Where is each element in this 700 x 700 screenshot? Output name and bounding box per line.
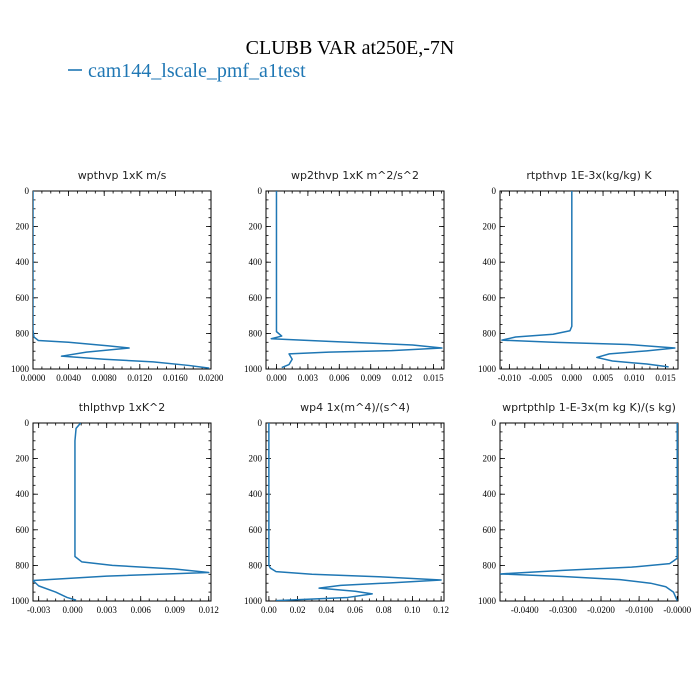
plot-frame bbox=[265, 422, 445, 602]
panel-title: wp4 1x(m^4)/(s^4) bbox=[300, 401, 410, 414]
x-tick-label: 0.000 bbox=[562, 373, 583, 383]
y-tick-label: 400 bbox=[249, 489, 263, 499]
figure-title: CLUBB VAR at250E,-7N bbox=[246, 37, 455, 59]
y-tick-label: 1000 bbox=[11, 596, 30, 606]
y-tick-label: 800 bbox=[16, 560, 30, 570]
x-tick-label: -0.005 bbox=[529, 373, 553, 383]
y-tick-label: 0 bbox=[25, 418, 30, 428]
y-tick-label: 800 bbox=[249, 328, 263, 338]
y-tick-label: 0 bbox=[492, 418, 497, 428]
x-tick-label: 0.0000 bbox=[21, 373, 46, 383]
y-tick-label: 400 bbox=[249, 257, 263, 267]
y-tick-label: 600 bbox=[16, 293, 30, 303]
series-line bbox=[500, 423, 678, 601]
y-tick-label: 0 bbox=[258, 186, 263, 196]
series-line bbox=[270, 191, 443, 369]
y-tick-label: 1000 bbox=[478, 364, 497, 374]
y-tick-label: 800 bbox=[483, 560, 497, 570]
y-tick-label: 600 bbox=[249, 293, 263, 303]
y-tick-label: 800 bbox=[249, 560, 263, 570]
y-tick-label: 200 bbox=[249, 222, 263, 232]
chart-panel-5: wp4 1x(m^4)/(s^4) 0.00 0.02 0.04 0.06 0.08 0.1… bbox=[244, 401, 449, 615]
x-tick-label: 0.00 bbox=[261, 605, 277, 615]
x-tick-label: 0.015 bbox=[423, 373, 444, 383]
y-tick-label: 200 bbox=[483, 454, 497, 464]
x-tick-label: -0.0300 bbox=[549, 605, 577, 615]
chart-panel-2: wp2thvp 1xK m^2/s^2 0.000 0.003 0.006 0.009 0… bbox=[244, 169, 445, 383]
panel-title: wpthvp 1xK m/s bbox=[78, 169, 167, 182]
x-tick-label: 0.0200 bbox=[199, 373, 224, 383]
x-tick-label: 0.06 bbox=[347, 605, 363, 615]
y-tick-label: 400 bbox=[483, 257, 497, 267]
x-tick-label: 0.009 bbox=[361, 373, 382, 383]
x-tick-label: 0.012 bbox=[199, 605, 219, 615]
legend: cam144_lscale_pmf_a1test bbox=[68, 60, 306, 82]
panel-title: wprtpthlp 1-E-3x(m kg K)/(s kg) bbox=[502, 401, 676, 414]
series-line bbox=[33, 191, 210, 369]
y-tick-label: 200 bbox=[16, 222, 30, 232]
x-tick-label: 0.006 bbox=[329, 373, 350, 383]
y-tick-label: 1000 bbox=[244, 364, 263, 374]
x-tick-label: 0.005 bbox=[593, 373, 614, 383]
panels: wpthvp 1xK m/s0.0000 0.0040 0.0080 0.0120 0.… bbox=[11, 169, 692, 615]
y-tick-label: 0 bbox=[25, 186, 30, 196]
plot-frame bbox=[32, 422, 212, 602]
x-tick-label: 0.012 bbox=[392, 373, 412, 383]
x-tick-label: -0.0000 bbox=[663, 605, 691, 615]
x-tick-label: 0.0040 bbox=[56, 373, 81, 383]
y-tick-label: 0 bbox=[492, 186, 497, 196]
x-tick-label: 0.0080 bbox=[92, 373, 117, 383]
y-tick-label: 800 bbox=[483, 328, 497, 338]
y-tick-label: 600 bbox=[483, 293, 497, 303]
plot-frame bbox=[499, 190, 679, 370]
x-tick-label: -0.0100 bbox=[625, 605, 653, 615]
panel-title: wp2thvp 1xK m^2/s^2 bbox=[291, 169, 419, 182]
x-tick-label: -0.0200 bbox=[587, 605, 615, 615]
y-tick-label: 600 bbox=[16, 525, 30, 535]
x-tick-label: 0.000 bbox=[266, 373, 287, 383]
y-tick-label: 400 bbox=[16, 257, 30, 267]
chart-panel-1: wpthvp 1xK m/s 0.0000 0.0040 0.0080 0.0120 0.… bbox=[11, 169, 224, 383]
y-tick-label: 200 bbox=[483, 222, 497, 232]
y-tick-label: 400 bbox=[483, 489, 497, 499]
x-tick-label: 0.010 bbox=[624, 373, 645, 383]
x-tick-label: 0.12 bbox=[433, 605, 449, 615]
x-tick-label: 0.04 bbox=[318, 605, 334, 615]
panel-title: thlpthvp 1xK^2 bbox=[79, 401, 166, 414]
y-tick-label: 1000 bbox=[478, 596, 497, 606]
series-line bbox=[33, 423, 210, 601]
x-tick-label: -0.010 bbox=[498, 373, 522, 383]
chart-panel-4: thlpthvp 1xK^2 -0.003 0.000 0.003 0.006 0.009… bbox=[11, 401, 219, 615]
x-tick-label: 0.10 bbox=[405, 605, 421, 615]
y-tick-label: 600 bbox=[249, 525, 263, 535]
legend-label: cam144_lscale_pmf_a1test bbox=[88, 60, 306, 82]
y-tick-label: 1000 bbox=[11, 364, 30, 374]
y-tick-label: 0 bbox=[258, 418, 263, 428]
y-tick-label: 200 bbox=[249, 454, 263, 464]
x-tick-label: 0.02 bbox=[290, 605, 306, 615]
x-tick-label: 0.006 bbox=[131, 605, 152, 615]
x-tick-label: 0.003 bbox=[298, 373, 319, 383]
y-tick-label: 600 bbox=[483, 525, 497, 535]
panel-title: rtpthvp 1E-3x(kg/kg) K bbox=[526, 169, 652, 182]
chart-panel-6: wprtpthlp 1-E-3x(m kg K)/(s kg) -0.0400 -0… bbox=[478, 401, 692, 615]
series-line bbox=[268, 423, 442, 601]
x-tick-label: 0.08 bbox=[376, 605, 392, 615]
series-line bbox=[501, 191, 676, 368]
x-tick-label: -0.0400 bbox=[511, 605, 539, 615]
x-tick-label: 0.0120 bbox=[127, 373, 152, 383]
x-tick-label: 0.000 bbox=[63, 605, 84, 615]
x-tick-label: 0.0160 bbox=[163, 373, 188, 383]
chart-panel-3: rtpthvp 1E-3x(kg/kg) K -0.010 -0.005 0.000 0… bbox=[478, 169, 679, 383]
x-tick-label: -0.003 bbox=[27, 605, 51, 615]
y-tick-label: 200 bbox=[16, 454, 30, 464]
y-tick-label: 400 bbox=[16, 489, 30, 499]
x-tick-label: 0.003 bbox=[97, 605, 118, 615]
x-tick-label: 0.009 bbox=[165, 605, 186, 615]
x-tick-label: 0.015 bbox=[655, 373, 676, 383]
y-tick-label: 1000 bbox=[244, 596, 263, 606]
y-tick-label: 800 bbox=[16, 328, 30, 338]
